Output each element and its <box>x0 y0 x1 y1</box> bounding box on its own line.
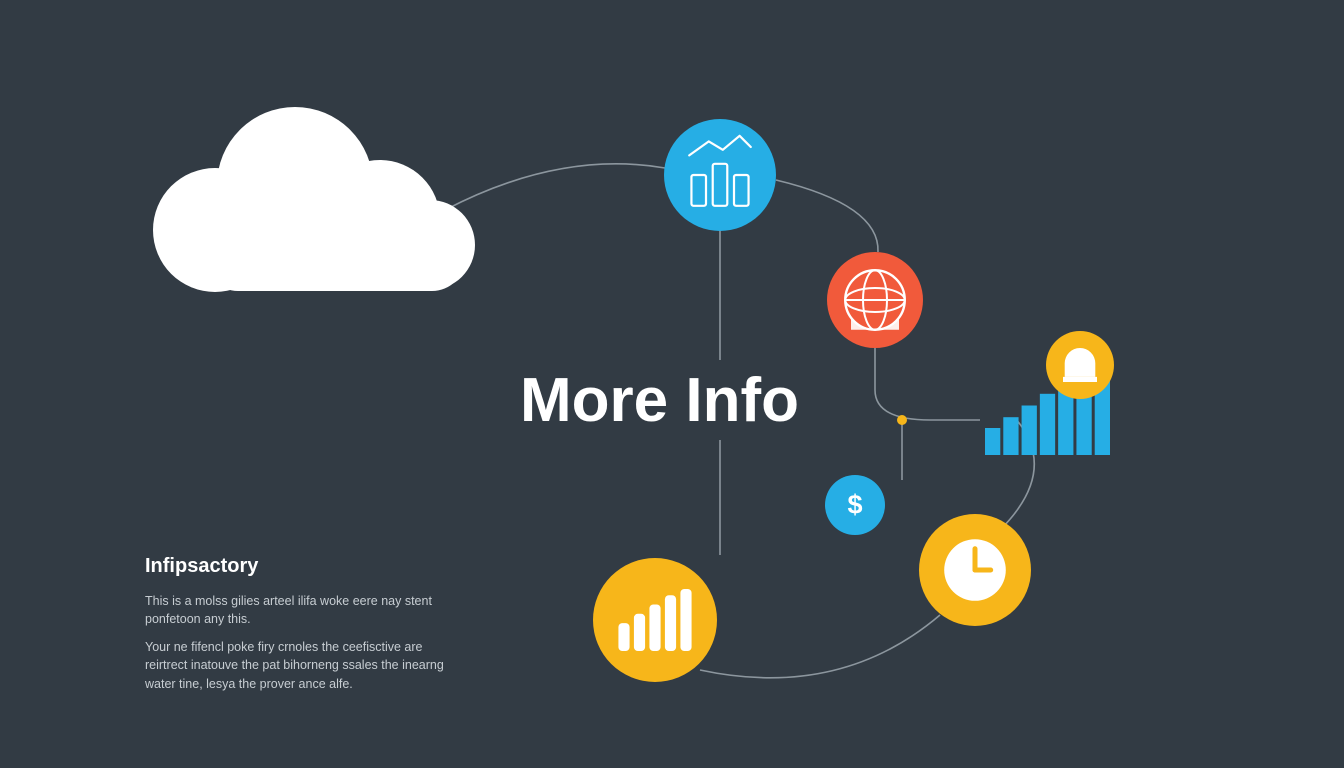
sidebar-paragraph: Your ne fifencl poke firy crnoles the ce… <box>145 638 445 692</box>
node-clock <box>919 514 1031 626</box>
node-bars <box>593 558 717 682</box>
node-bank <box>1046 331 1114 399</box>
node-globe <box>827 252 923 348</box>
main-title: More Info <box>520 365 799 436</box>
connector-line <box>776 180 878 252</box>
svg-text:$: $ <box>847 489 862 519</box>
infographic-stage: $ More Info Infipsactory This is a molss… <box>0 0 1344 768</box>
sidebar-block: Infipsactory This is a molss gilies arte… <box>145 555 445 703</box>
node-dollar: $ <box>825 475 885 535</box>
connector-dot <box>897 415 907 425</box>
clock-icon <box>944 539 1006 601</box>
sidebar-heading: Infipsactory <box>145 555 445 578</box>
connector-line <box>700 615 940 678</box>
connector-line <box>875 348 980 420</box>
connector-line <box>445 164 665 210</box>
node-analytics <box>664 119 776 231</box>
sidebar-paragraph: This is a molss gilies arteel ilifa woke… <box>145 592 445 628</box>
cloud-icon <box>153 107 475 292</box>
